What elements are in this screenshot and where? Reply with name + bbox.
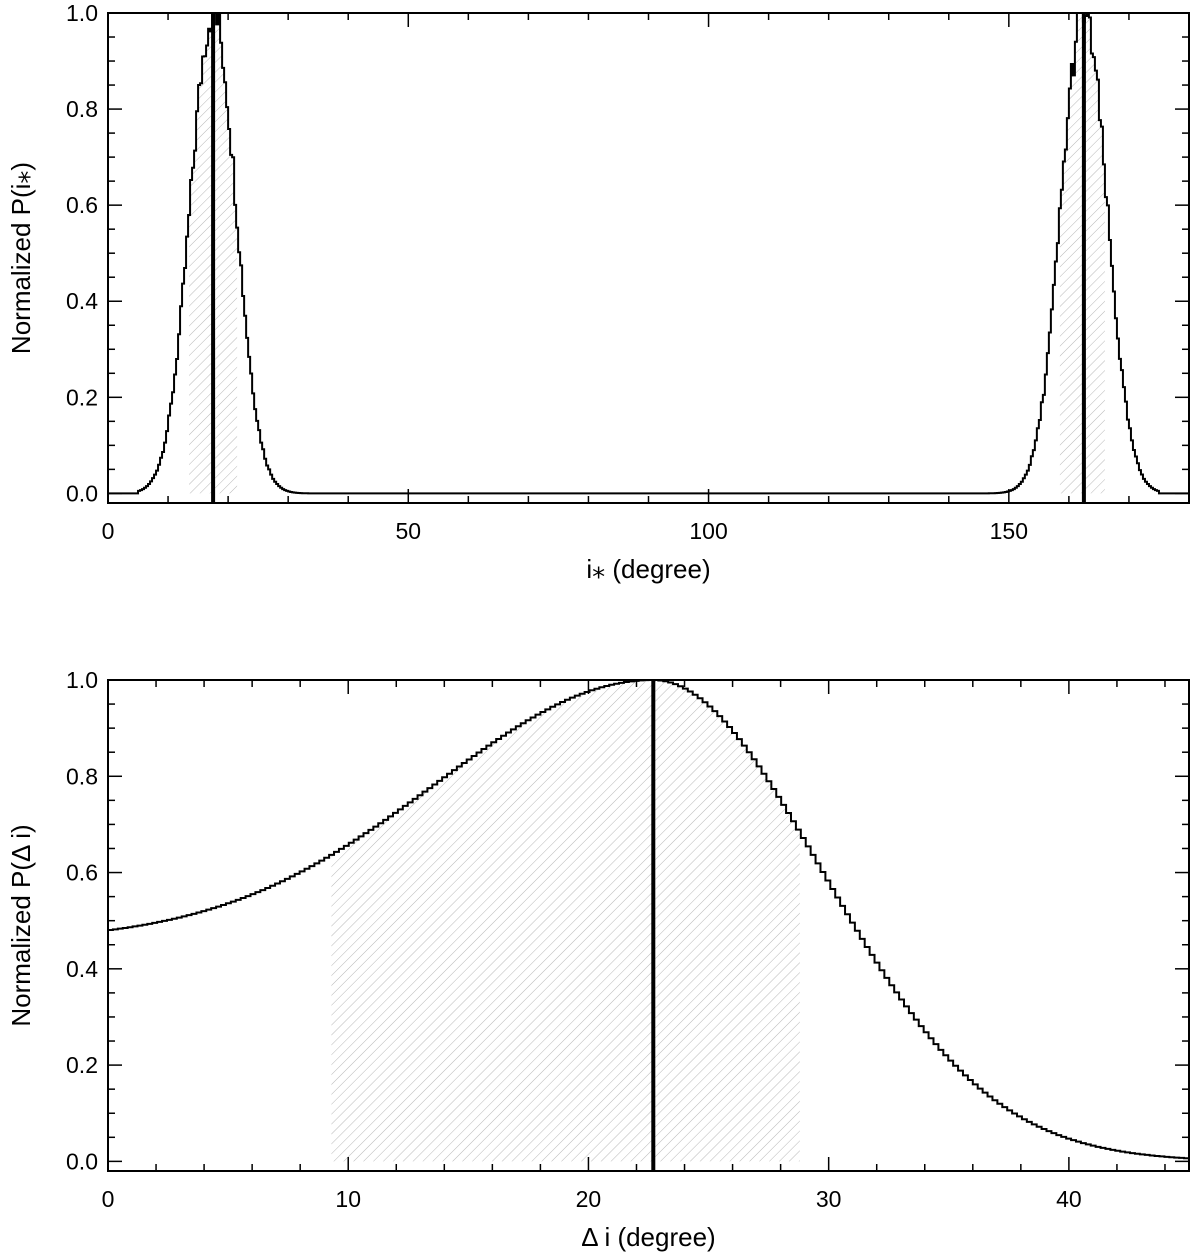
y-tick-label: 0.2 (66, 1052, 98, 1078)
x-tick-label: 100 (689, 518, 727, 544)
y-tick-label: 0.8 (66, 96, 98, 122)
x-tick-label: 10 (335, 1186, 361, 1212)
y-tick-label: 0.6 (66, 860, 98, 886)
histogram-line (108, 12, 1189, 495)
x-axis-title: i⁎ (degree) (586, 554, 710, 584)
plot-frame (107, 12, 1190, 504)
y-tick-label: 0.4 (66, 956, 98, 982)
plot-frame (107, 679, 1190, 1172)
y-tick-label: 1.0 (66, 0, 98, 26)
credible-interval-0 (331, 680, 800, 1162)
y-axis-title: Normalized P(i⁎) (6, 162, 36, 354)
y-tick-label: 0.0 (66, 1148, 98, 1174)
x-tick-label: 30 (816, 1186, 842, 1212)
y-axis-title: Normalized P(Δ i) (6, 824, 36, 1026)
y-tick-label: 0.4 (66, 288, 98, 314)
x-tick-label: 50 (395, 518, 421, 544)
y-tick-label: 0.8 (66, 763, 98, 789)
y-tick-label: 0.2 (66, 384, 98, 410)
x-tick-label: 20 (576, 1186, 602, 1212)
x-axis-title: Δ i (degree) (581, 1222, 715, 1252)
y-tick-label: 0.6 (66, 192, 98, 218)
x-tick-label: 150 (990, 518, 1028, 544)
x-tick-label: 0 (102, 518, 115, 544)
x-tick-label: 40 (1056, 1186, 1082, 1212)
y-tick-label: 0.0 (66, 480, 98, 506)
top-panel: 0 50 100 150 0.0 0.2 0.4 0.6 0.8 1.0 i⁎ (degree) No… (6, 0, 1190, 584)
bottom-panel: 0 10 20 30 40 0.0 0.2 0.4 0.6 0.8 1.0 Δ i (degree) N… (6, 667, 1190, 1252)
x-tick-label: 0 (102, 1186, 115, 1212)
y-tick-label: 1.0 (66, 667, 98, 693)
